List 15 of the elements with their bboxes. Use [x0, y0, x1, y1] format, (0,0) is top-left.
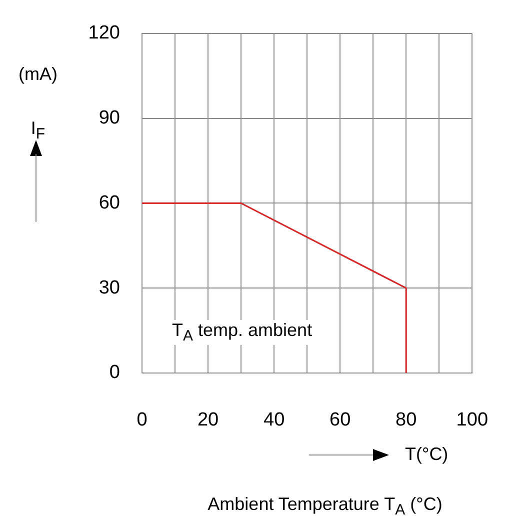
text: (mA) I$_{F}$	[18, 64, 58, 143]
x-tick-label: 0	[136, 410, 148, 431]
x-tick-label: 100	[456, 410, 488, 431]
y-tick-label: 90	[98, 108, 120, 129]
text: Ambient Temperature T$_{A}$ (°C)	[206, 494, 444, 519]
x-axis-title: T(°C)	[405, 444, 448, 465]
annotation: T$_{A}$ temp. ambient	[172, 320, 312, 345]
y-tick-label: 30	[98, 277, 120, 298]
x-tick-label: 40	[263, 410, 285, 431]
x-tick-label: 20	[197, 410, 219, 431]
y-tick-label: 60	[98, 192, 120, 214]
y-tick-label: 120	[88, 22, 120, 44]
y-tick-label: 0	[109, 362, 120, 384]
x-tick-label: 80	[396, 410, 417, 431]
x-tick-label: 60	[330, 410, 351, 431]
